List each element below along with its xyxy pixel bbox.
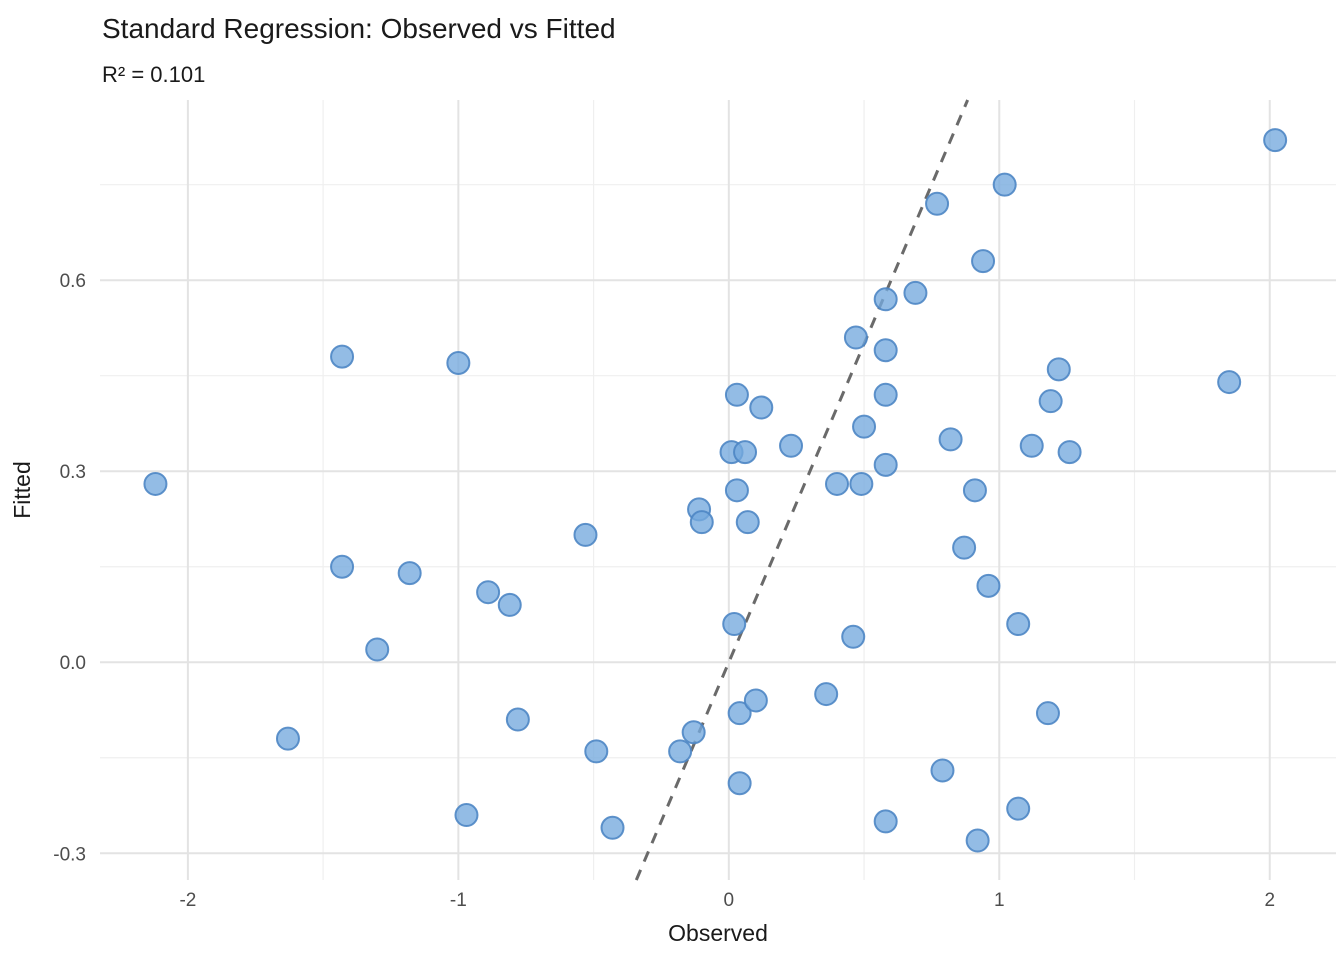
data-point [992, 172, 1017, 197]
data-point [476, 580, 501, 605]
data-point [1038, 389, 1063, 414]
data-point [275, 726, 300, 751]
data-point [971, 249, 996, 274]
data-point [724, 478, 749, 503]
gridlines-layer [100, 100, 1336, 880]
y-tick-label: 0.6 [60, 271, 86, 292]
data-point [497, 592, 522, 617]
identity-reference-line [634, 99, 970, 881]
x-tick-label: 0 [724, 890, 735, 911]
data-point [843, 325, 868, 350]
data-point [965, 828, 990, 853]
data-point [454, 803, 479, 828]
x-tick-label: 2 [1264, 890, 1275, 911]
data-point [1006, 796, 1031, 821]
x-axis-title: Observed [668, 920, 768, 946]
reference-line-layer [634, 99, 970, 881]
data-point [952, 535, 977, 560]
data-point [1263, 128, 1288, 153]
data-point [1217, 370, 1242, 395]
data-point [749, 395, 774, 420]
data-point [873, 382, 898, 407]
data-point [779, 433, 804, 458]
data-point [600, 815, 625, 840]
chart-title: Standard Regression: Observed vs Fitted [102, 13, 616, 44]
x-tick-label: 1 [994, 890, 1005, 911]
data-point [446, 350, 471, 375]
data-point [976, 573, 1001, 598]
data-point [873, 452, 898, 477]
data-point [724, 382, 749, 407]
data-point [962, 478, 987, 503]
data-point [1006, 612, 1031, 637]
data-point [722, 612, 747, 637]
data-point [727, 771, 752, 796]
data-point [573, 522, 598, 547]
data-point [903, 280, 928, 305]
data-point [505, 707, 530, 732]
data-point [930, 758, 955, 783]
data-point [852, 414, 877, 439]
data-point [330, 344, 355, 369]
data-point [841, 624, 866, 649]
data-point [849, 471, 874, 496]
data-point [1057, 440, 1082, 465]
y-axis-title: Fitted [9, 461, 35, 519]
data-point [873, 287, 898, 312]
data-point [330, 554, 355, 579]
data-point [814, 682, 839, 707]
x-tick-label: -2 [179, 890, 196, 911]
data-point [1019, 433, 1044, 458]
data-point [584, 739, 609, 764]
axis-ticks-layer: -2 -1 0 1 2 -0.3 0.0 0.3 0.6 [53, 271, 1275, 911]
data-point [938, 427, 963, 452]
data-point [681, 720, 706, 745]
data-point [689, 510, 714, 535]
y-tick-label: 0.0 [60, 653, 86, 674]
data-point [727, 701, 752, 726]
x-tick-label: -1 [450, 890, 467, 911]
data-point [1035, 701, 1060, 726]
data-point [733, 440, 758, 465]
data-point [925, 191, 950, 216]
data-point [365, 637, 390, 662]
data-point [873, 809, 898, 834]
y-tick-label: 0.3 [60, 462, 86, 483]
data-point [668, 739, 693, 764]
data-points-layer [143, 128, 1288, 853]
data-point [1046, 357, 1071, 382]
y-tick-label: -0.3 [53, 844, 86, 865]
chart-subtitle: R² = 0.101 [102, 62, 205, 87]
data-point [825, 471, 850, 496]
data-point [743, 688, 768, 713]
data-point [397, 561, 422, 586]
data-point [873, 338, 898, 363]
data-point [735, 510, 760, 535]
data-point [143, 471, 168, 496]
